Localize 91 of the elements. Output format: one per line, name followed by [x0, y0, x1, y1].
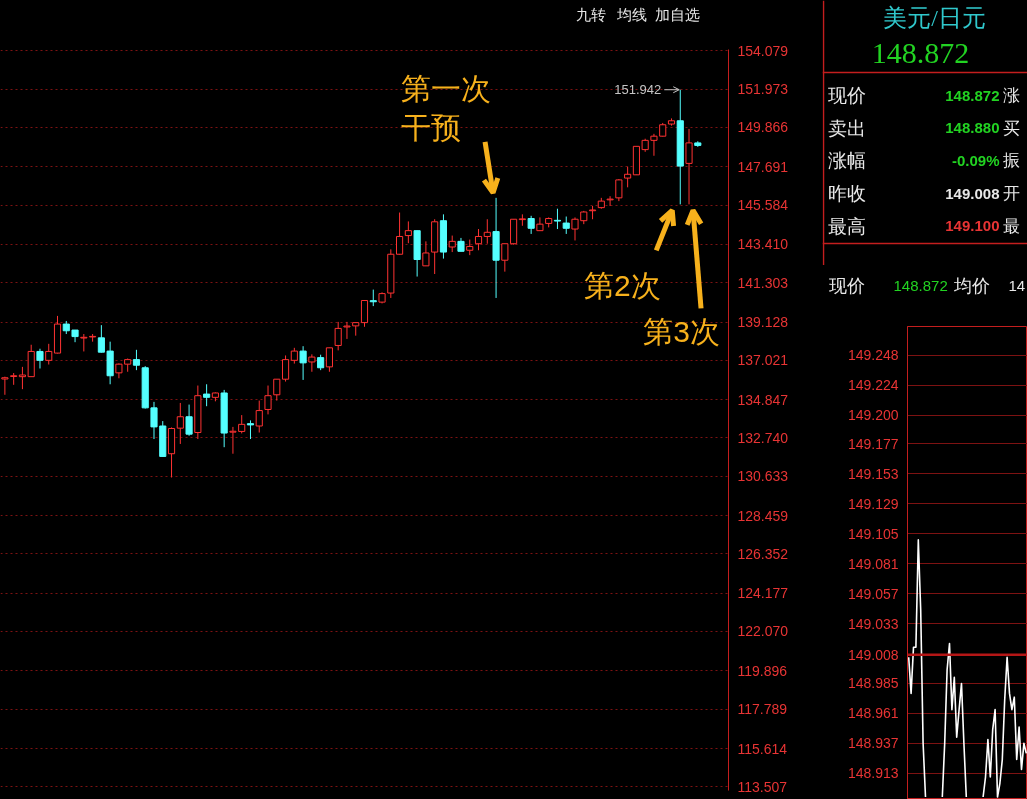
- y-tick-label: 149.033: [847, 615, 899, 632]
- y-tick-label: 148.913: [847, 765, 899, 782]
- text: 149.008: [945, 184, 1000, 202]
- y-tick-label: 115.614: [737, 740, 788, 757]
- text: 振: [1002, 151, 1020, 171]
- candlestick: [308, 353, 316, 373]
- y-tick-label: 113.507: [737, 778, 788, 795]
- y-tick-label: 149.081: [847, 555, 899, 572]
- candlestick: [518, 213, 526, 227]
- candlestick: [176, 402, 184, 445]
- y-tick-label: 139.128: [737, 314, 789, 331]
- y-tick-label: 149.177: [847, 435, 899, 452]
- y-tick-label: 128.459: [737, 507, 789, 524]
- candlestick: [264, 385, 272, 415]
- y-tick-label: 149.008: [847, 646, 899, 663]
- y-tick-label: 148.961: [847, 705, 899, 722]
- text: 最: [1002, 216, 1020, 236]
- text: 149.100: [945, 217, 1000, 235]
- text: 九转: [575, 6, 606, 23]
- y-tick-label: 148.985: [847, 675, 899, 692]
- candlestick: [536, 216, 544, 232]
- candlestick: [185, 404, 193, 437]
- candlestick: [36, 348, 44, 369]
- candlestick: [553, 208, 562, 230]
- y-tick-label: 124.177: [737, 585, 789, 602]
- text: 加自选: [655, 6, 700, 23]
- y-tick-label: 130.633: [737, 468, 789, 485]
- candlestick: [255, 400, 263, 434]
- y-tick-label: 145.584: [737, 197, 789, 214]
- candlestick: [422, 240, 430, 267]
- candlestick: [299, 345, 307, 381]
- candlestick: [483, 218, 491, 245]
- y-tick-label: 126.352: [737, 545, 789, 562]
- text: 148.880: [945, 119, 1000, 137]
- y-tick-label: 149.105: [847, 525, 899, 542]
- text: 美元/日元: [883, 4, 986, 31]
- y-tick-label: 143.410: [737, 236, 789, 253]
- y-tick-label: 154.079: [737, 42, 789, 59]
- candlestick: [624, 166, 632, 188]
- annotation: 第3次: [643, 314, 721, 348]
- text: 卖出: [827, 117, 866, 139]
- candlestick: [360, 299, 369, 328]
- y-tick-label: 122.070: [737, 623, 789, 640]
- text: 最高: [827, 215, 866, 237]
- candlestick: [203, 383, 211, 407]
- y-tick-label: 149.224: [847, 377, 899, 394]
- text: 开: [1002, 184, 1020, 204]
- candlestick: [132, 349, 141, 371]
- text: 买: [1002, 118, 1020, 138]
- candlestick: [527, 215, 535, 235]
- y-tick-label: 149.866: [737, 119, 789, 136]
- y-tick-label: 141.303: [737, 274, 789, 291]
- candlestick: [501, 243, 509, 273]
- candlestick: [343, 321, 351, 340]
- y-tick-label: 148.937: [847, 735, 899, 752]
- candlestick: [246, 419, 255, 440]
- text: 现价: [827, 85, 866, 106]
- candlestick: [404, 220, 412, 244]
- annotation: 第2次: [583, 268, 661, 302]
- y-tick-label: 149.153: [847, 465, 899, 482]
- text: 现价: [828, 275, 865, 296]
- text: 涨幅: [827, 150, 866, 172]
- y-tick-label: 149.200: [847, 407, 899, 424]
- text: 昨收: [827, 183, 866, 205]
- candlestick: [606, 195, 614, 207]
- y-tick-label: 134.847: [737, 391, 789, 408]
- text: 涨: [1002, 86, 1020, 105]
- text: 148.872: [945, 86, 1000, 104]
- candlestick: [615, 178, 623, 202]
- y-tick-label: 151.973: [737, 81, 789, 98]
- y-tick-label: 119.896: [737, 662, 788, 679]
- candlestick: [325, 347, 333, 373]
- y-tick-label: 137.021: [737, 352, 789, 369]
- text: -0.09%: [951, 152, 1000, 170]
- text: 均价: [952, 275, 990, 296]
- candlestick: [685, 128, 693, 205]
- y-tick-label: 149.129: [847, 495, 899, 512]
- candlestick: [334, 321, 342, 351]
- candlestick: [474, 228, 483, 251]
- text: 均线: [615, 6, 647, 23]
- y-tick-label: 149.057: [847, 585, 899, 602]
- text: 148.872: [871, 36, 970, 69]
- text: 148.872: [893, 276, 948, 294]
- y-tick-label: 147.691: [737, 158, 789, 175]
- candlestick: [45, 343, 53, 366]
- annotation: 151.942: [614, 82, 662, 98]
- annotation: 第一次干预: [401, 71, 492, 145]
- y-tick-label: 149.248: [847, 347, 899, 364]
- y-tick-label: 132.740: [737, 429, 789, 446]
- y-tick-label: 117.789: [737, 701, 788, 718]
- text: 14: [1008, 276, 1026, 294]
